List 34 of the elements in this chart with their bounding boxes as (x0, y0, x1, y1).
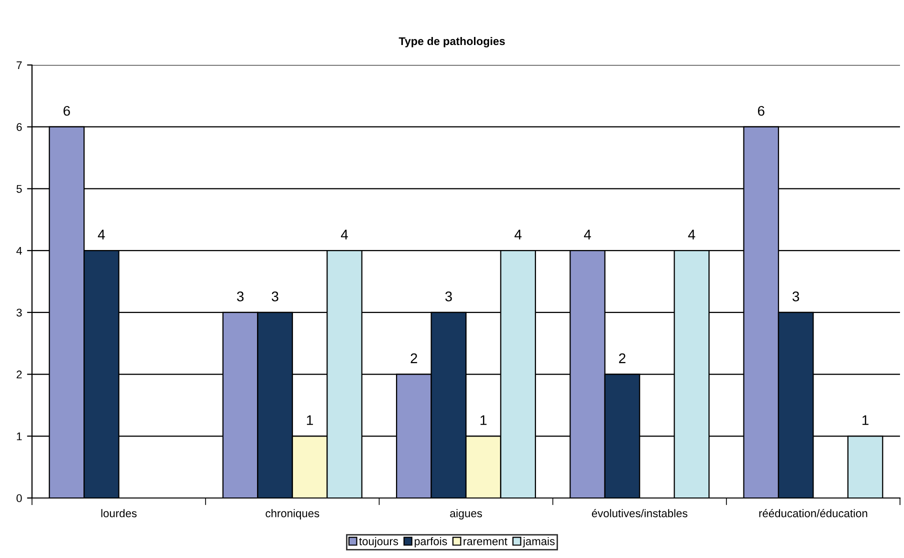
legend-label: toujours (359, 537, 398, 548)
data-label: 1 (480, 415, 487, 425)
data-label: 2 (619, 353, 626, 364)
data-label: 3 (272, 292, 278, 302)
y-tick-label: 6 (16, 123, 22, 131)
y-tick-label: 5 (16, 185, 22, 193)
y-tick-label: 2 (16, 370, 22, 378)
data-label: 4 (514, 230, 522, 240)
data-label: 3 (236, 292, 244, 302)
legend-label: parfois (414, 537, 447, 548)
y-tick-label: 1 (16, 432, 22, 440)
legend-label: rarement (464, 538, 508, 546)
y-tick-label: 7 (16, 61, 22, 70)
legend-label: jamais (522, 537, 555, 548)
y-tick-label: 4 (16, 246, 22, 255)
y-tick-label: 3 (16, 308, 22, 317)
data-label: 3 (445, 292, 452, 302)
data-label: 1 (306, 415, 313, 425)
x-tick-label: lourdes (101, 509, 137, 518)
data-label: 2 (410, 353, 418, 364)
data-label: 4 (98, 230, 105, 240)
y-tick-label: 0 (16, 494, 22, 502)
data-label: 6 (64, 106, 70, 116)
x-tick-label: chroniques (266, 509, 320, 520)
data-label: 6 (758, 106, 764, 116)
data-label: 4 (340, 230, 348, 240)
data-label: 4 (584, 230, 591, 240)
data-label: 1 (862, 415, 868, 425)
x-tick-label: évolutives/instables (592, 508, 688, 518)
data-label: 3 (792, 292, 800, 302)
x-tick-label: aigues (450, 509, 482, 520)
chart-title: Type de pathologies (398, 36, 505, 48)
data-label: 4 (688, 230, 696, 240)
x-tick-label: rééducation/éducation (759, 508, 868, 518)
